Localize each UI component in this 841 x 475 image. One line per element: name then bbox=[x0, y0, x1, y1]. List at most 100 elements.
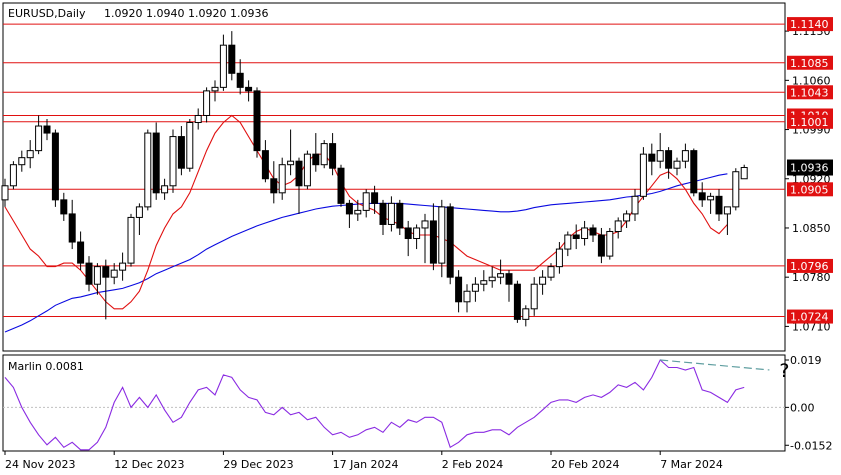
bearish-candle-body bbox=[329, 143, 337, 169]
level-label-bg bbox=[787, 182, 833, 197]
bearish-candle-body bbox=[261, 150, 269, 180]
bullish-candle-body bbox=[93, 266, 101, 285]
bearish-candle-body bbox=[379, 202, 387, 225]
osc-tick-label: 0.00 bbox=[790, 401, 815, 414]
bearish-candle-body bbox=[429, 220, 437, 264]
bullish-candle-body bbox=[421, 220, 429, 229]
bearish-candle-body bbox=[228, 44, 236, 74]
osc-tick-label: -0.0152 bbox=[790, 439, 832, 452]
bearish-candle-body bbox=[152, 132, 160, 194]
bullish-candle-body bbox=[186, 122, 194, 169]
time-axis: 24 Nov 2023 12 Dec 2023 29 Dec 2023 17 Jan … bbox=[4, 451, 723, 471]
bullish-candle-body bbox=[169, 136, 177, 187]
bullish-candle-body bbox=[740, 167, 748, 180]
bearish-candle-body bbox=[690, 150, 698, 194]
bullish-candle-body bbox=[530, 283, 538, 310]
bullish-candle-body bbox=[555, 248, 563, 268]
bullish-candle-body bbox=[707, 195, 715, 201]
price-tick-label: 1.0710 bbox=[792, 320, 831, 333]
bearish-candle-body bbox=[572, 234, 580, 240]
bullish-candle-body bbox=[581, 227, 589, 240]
bullish-candle-body bbox=[278, 164, 286, 194]
time-tick-label: 24 Nov 2023 bbox=[5, 458, 75, 471]
bullish-candle-body bbox=[362, 192, 370, 211]
level-label: 1.0905 bbox=[790, 183, 829, 196]
level-label-bg bbox=[787, 85, 833, 100]
bullish-candle-body bbox=[623, 213, 631, 222]
bullish-candle-body bbox=[614, 220, 622, 232]
level-label-bg bbox=[787, 258, 833, 273]
bearish-candle-body bbox=[396, 202, 404, 229]
bullish-candle-body bbox=[194, 114, 202, 124]
price-tick-label: 1.1060 bbox=[792, 74, 831, 87]
time-tick-label: 2 Feb 2024 bbox=[442, 458, 503, 471]
oscillator-panel-frame bbox=[2, 354, 786, 452]
symbol-timeframe: EURUSD,Daily bbox=[8, 7, 86, 20]
price-panel: EURUSD,Daily 1.0920 1.0940 1.0920 1.0936… bbox=[1, 2, 833, 352]
bullish-candle-body bbox=[320, 143, 328, 166]
bullish-candle-body bbox=[732, 171, 740, 208]
current-price-label: 1.0936 bbox=[790, 162, 829, 175]
bullish-candle-body bbox=[127, 216, 135, 264]
ohlc-readout: 1.0920 1.0940 1.0920 1.0936 bbox=[104, 7, 268, 20]
bearish-candle-body bbox=[253, 90, 261, 152]
bullish-candle-body bbox=[135, 206, 143, 218]
bullish-candle-body bbox=[161, 185, 169, 194]
osc-tick-label: 0.019 bbox=[790, 354, 822, 367]
time-tick-label: 17 Jan 2024 bbox=[333, 458, 399, 471]
bullish-candle-body bbox=[723, 206, 731, 215]
bullish-candle-body bbox=[539, 276, 547, 285]
bullish-candle-body bbox=[303, 153, 311, 187]
bullish-candle-body bbox=[547, 266, 555, 278]
bearish-candle-body bbox=[60, 199, 68, 215]
bullish-candle-body bbox=[26, 150, 34, 159]
time-tick-label: 20 Feb 2024 bbox=[551, 458, 619, 471]
marlin-oscillator-line bbox=[4, 359, 745, 451]
bullish-candle-body bbox=[631, 195, 639, 215]
bearish-candle-body bbox=[43, 125, 51, 134]
bullish-candle-body bbox=[497, 273, 505, 278]
bearish-candle-body bbox=[295, 160, 303, 187]
bullish-candle-body bbox=[438, 206, 446, 264]
price-tick-label: 1.0850 bbox=[792, 222, 831, 235]
bearish-candle-body bbox=[245, 86, 253, 92]
bullish-candle-body bbox=[606, 230, 614, 257]
bullish-candle-body bbox=[219, 44, 227, 88]
bullish-candle-body bbox=[673, 160, 681, 169]
bearish-candle-body bbox=[337, 167, 345, 204]
bullish-candle-body bbox=[9, 164, 17, 187]
bullish-candle-body bbox=[480, 280, 488, 285]
bearish-candle-body bbox=[77, 241, 85, 264]
candlesticks bbox=[1, 31, 748, 327]
bearish-candle-body bbox=[345, 202, 353, 215]
bearish-candle-body bbox=[371, 192, 379, 204]
bearish-candle-body bbox=[51, 132, 59, 201]
bullish-candle-body bbox=[35, 125, 43, 152]
bullish-candle-body bbox=[18, 157, 26, 166]
bearish-candle-body bbox=[589, 227, 597, 236]
bullish-candle-body bbox=[522, 308, 530, 320]
bullish-candle-body bbox=[564, 234, 572, 250]
bullish-candle-body bbox=[387, 202, 395, 225]
bullish-candle-body bbox=[203, 90, 211, 116]
level-label-bg bbox=[787, 114, 833, 129]
oscillator-panel: ? Marlin 0.0081 0.019 0.00 -0.0152 bbox=[2, 354, 832, 452]
level-label-bg bbox=[787, 55, 833, 70]
bullish-candle-body bbox=[656, 150, 664, 162]
bearish-candle-body bbox=[665, 150, 673, 169]
bullish-candle-body bbox=[639, 153, 647, 197]
bearish-candle-body bbox=[715, 195, 723, 215]
bullish-candle-body bbox=[471, 283, 479, 292]
divergence-dashed-line bbox=[660, 359, 770, 371]
level-label: 1.1043 bbox=[790, 86, 829, 99]
current-price-bg bbox=[787, 159, 833, 176]
bearish-candle-body bbox=[698, 192, 706, 201]
indicator-label: Marlin 0.0081 bbox=[8, 360, 84, 373]
bullish-candle-body bbox=[144, 132, 152, 208]
time-tick-label: 7 Mar 2024 bbox=[660, 458, 723, 471]
bearish-candle-body bbox=[68, 213, 76, 243]
bearish-candle-body bbox=[236, 72, 244, 88]
question-mark: ? bbox=[779, 360, 789, 382]
bullish-candle-body bbox=[413, 227, 421, 240]
